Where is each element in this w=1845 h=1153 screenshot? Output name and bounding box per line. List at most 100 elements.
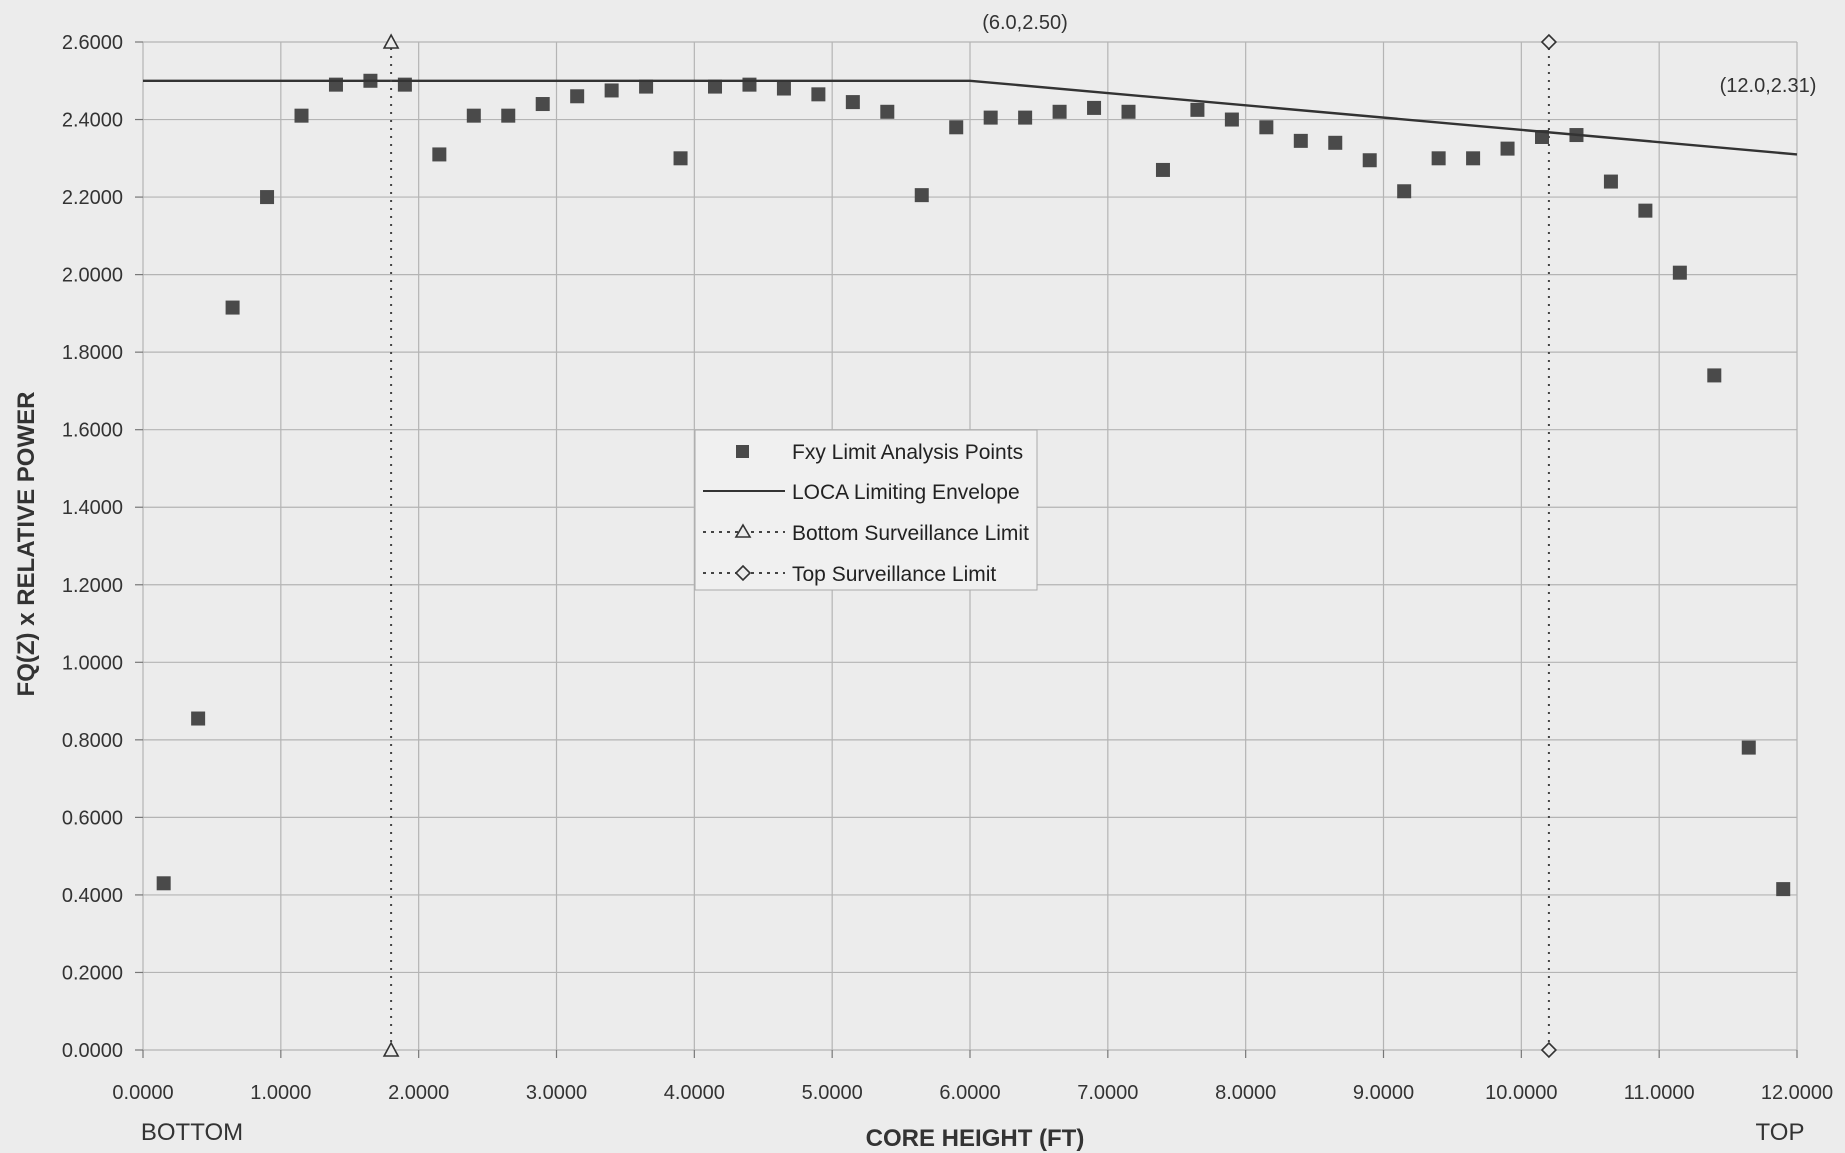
data-point: [1431, 151, 1446, 166]
data-point: [673, 151, 688, 166]
data-point: [949, 120, 964, 135]
legend-item-top-limit: Top Surveillance Limit: [703, 563, 996, 586]
x-tick-label: 1.0000: [250, 1082, 311, 1104]
data-point: [604, 83, 619, 98]
series-line: [143, 79, 1798, 156]
data-point: [1018, 110, 1033, 125]
y-tick-label: 0.0000: [62, 1040, 123, 1062]
x-tick-label: 11.0000: [1624, 1082, 1695, 1104]
data-point: [432, 147, 447, 162]
legend-diamond-marker: [734, 564, 752, 582]
data-point: [639, 79, 654, 94]
legend-box: [694, 429, 1038, 591]
legend-label-bottom-limit: Bottom Surveillance Limit: [792, 522, 1029, 545]
data-point: [1466, 151, 1481, 166]
data-point: [1293, 133, 1308, 148]
y-tick-label: 2.0000: [62, 265, 123, 287]
legend-triangle-marker: [734, 523, 752, 538]
data-point: [260, 190, 275, 205]
data-point: [1224, 112, 1239, 127]
data-point: [1397, 184, 1412, 199]
data-point: [1259, 120, 1274, 135]
x-axis-title: CORE HEIGHT (FT): [866, 1125, 1085, 1152]
data-point: [776, 81, 791, 96]
data-point: [1190, 102, 1205, 117]
x-tick-label: 12.0000: [1761, 1082, 1833, 1104]
y-tick-label: 1.4000: [62, 497, 123, 519]
x-axis-bottom-label: BOTTOM: [141, 1119, 243, 1146]
x-tick-label: 8.0000: [1215, 1082, 1276, 1104]
data-point: [501, 108, 516, 123]
data-point: [1638, 203, 1653, 218]
series-dotted-line: [1540, 33, 1558, 1059]
y-tick-label: 0.8000: [62, 730, 123, 752]
x-tick-label: 4.0000: [664, 1082, 725, 1104]
x-tick-label: 2.0000: [388, 1082, 449, 1104]
data-point: [1535, 129, 1550, 144]
data-point: [880, 104, 895, 119]
data-point: [1121, 104, 1136, 119]
y-tick-label: 0.2000: [62, 962, 123, 984]
data-point: [1500, 141, 1515, 156]
data-point: [191, 711, 206, 726]
annotation-envelope-knee: (6.0,2.50): [982, 12, 1068, 34]
data-point: [914, 188, 929, 203]
diamond-marker: [1540, 33, 1558, 51]
x-tick-label: 5.0000: [802, 1082, 863, 1104]
data-point: [225, 300, 240, 315]
data-point: [1776, 882, 1791, 897]
series-layer: [143, 33, 1798, 1059]
x-tick-label: 10.0000: [1485, 1082, 1557, 1104]
y-tick-label: 1.2000: [62, 575, 123, 597]
y-tick-label: 1.0000: [62, 652, 123, 674]
data-point: [156, 876, 171, 891]
triangle-marker: [382, 33, 400, 49]
legend-item-bottom-limit: Bottom Surveillance Limit: [703, 522, 1029, 545]
annotation-envelope-end: (12.0,2.31): [1720, 75, 1817, 97]
y-tick-label: 2.6000: [62, 32, 123, 54]
y-tick-label: 2.4000: [62, 110, 123, 132]
data-point: [1155, 162, 1170, 177]
axes: [135, 41, 1798, 1058]
legend: Fxy Limit Analysis Points LOCA Limiting …: [694, 429, 1038, 591]
data-point: [1672, 265, 1687, 280]
data-point: [1052, 104, 1067, 119]
data-point: [708, 79, 723, 94]
y-tick-label: 0.6000: [62, 807, 123, 829]
data-point: [811, 87, 826, 102]
y-tick-label: 1.8000: [62, 342, 123, 364]
legend-label-loca: LOCA Limiting Envelope: [792, 481, 1020, 504]
x-axis-top-label: TOP: [1756, 1119, 1805, 1146]
data-point: [845, 95, 860, 110]
x-tick-label: 9.0000: [1353, 1082, 1414, 1104]
y-tick-label: 2.2000: [62, 187, 123, 209]
data-point: [1603, 174, 1618, 189]
legend-label-top-limit: Top Surveillance Limit: [792, 563, 996, 586]
x-tick-label: 6.0000: [939, 1082, 1000, 1104]
data-point: [1087, 100, 1102, 115]
y-axis-title: FQ(Z) x RELATIVE POWER: [13, 392, 40, 697]
data-point: [466, 108, 481, 123]
y-tick-label: 1.6000: [62, 420, 123, 442]
legend-item-fxy: Fxy Limit Analysis Points: [736, 441, 1023, 464]
data-point: [983, 110, 998, 125]
series-dotted-line: [382, 33, 400, 1057]
diamond-marker: [1540, 1041, 1558, 1059]
x-tick-label: 0.0000: [112, 1082, 173, 1104]
y-tick-label: 0.4000: [62, 885, 123, 907]
data-point: [294, 108, 309, 123]
data-point: [535, 97, 550, 112]
legend-item-loca: LOCA Limiting Envelope: [703, 481, 1020, 504]
data-point: [570, 89, 585, 104]
data-point: [1741, 740, 1756, 755]
data-point: [1707, 368, 1722, 383]
series-scatter: [156, 73, 1791, 897]
x-tick-label: 7.0000: [1077, 1082, 1138, 1104]
legend-square-marker: [736, 445, 749, 458]
envelope-line: [143, 79, 1798, 156]
legend-label-fxy: Fxy Limit Analysis Points: [792, 441, 1023, 464]
data-point: [1328, 135, 1343, 150]
triangle-marker: [382, 1041, 400, 1057]
data-point: [1362, 153, 1377, 168]
